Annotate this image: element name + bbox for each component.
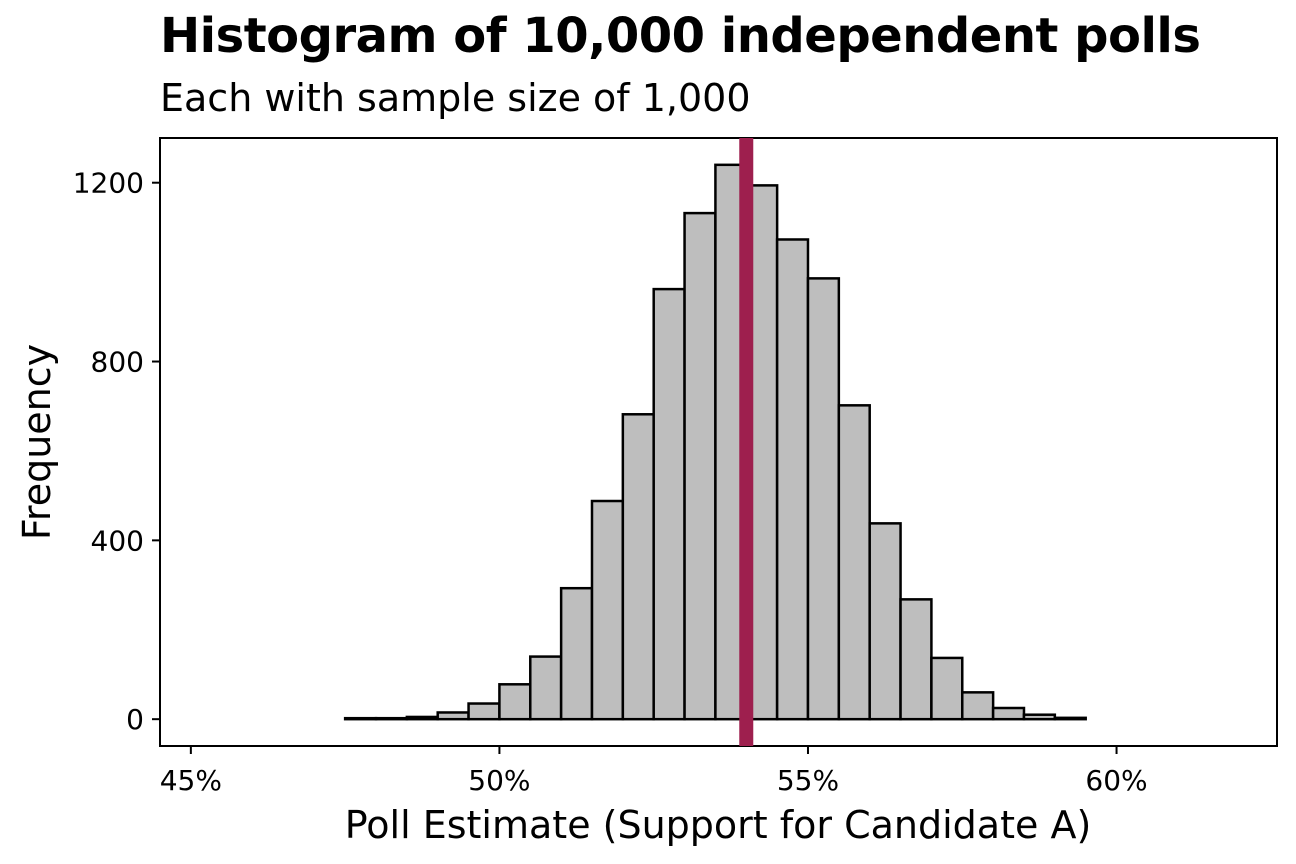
- chart-subtitle: Each with sample size of 1,000: [160, 76, 751, 120]
- histogram-bar-0: [343, 716, 378, 721]
- histogram-bar-16: [837, 404, 871, 721]
- histogram-bar-8: [590, 499, 625, 721]
- histogram-bar-21: [991, 706, 1026, 721]
- histogram-bar-10: [652, 287, 686, 721]
- histogram-bar-18: [899, 598, 933, 721]
- histogram-bar-22: [1022, 713, 1057, 721]
- chart-title: Histogram of 10,000 independent polls: [160, 8, 1201, 64]
- y-tick-label-1: 400: [91, 524, 144, 557]
- histogram-bar-14: [775, 238, 810, 721]
- x-tick-label-3: 60%: [1085, 764, 1147, 797]
- histogram-bar-20: [961, 691, 995, 721]
- y-tick-label-3: 1200: [73, 167, 144, 200]
- histogram-bar-5: [498, 683, 532, 721]
- histogram-bar-11: [683, 211, 717, 721]
- x-tick-label-0: 45%: [160, 764, 222, 797]
- histogram-bar-1: [374, 716, 409, 721]
- histogram-bar-17: [868, 522, 902, 721]
- histogram-bar-23: [1053, 716, 1087, 721]
- x-tick-label-2: 55%: [777, 764, 839, 797]
- histogram-bar-9: [621, 413, 655, 721]
- histogram-bar-3: [436, 711, 470, 721]
- histogram-bar-7: [559, 586, 594, 721]
- histogram-bar-15: [806, 277, 841, 721]
- x-axis-title: Poll Estimate (Support for Candidate A): [345, 803, 1092, 847]
- histogram-bar-2: [405, 715, 439, 721]
- y-tick-label-0: 0: [126, 703, 144, 736]
- x-tick-label-1: 50%: [468, 764, 530, 797]
- histogram-bar-4: [467, 702, 501, 721]
- y-tick-label-2: 800: [91, 346, 144, 379]
- histogram-bar-19: [930, 656, 964, 721]
- histogram-bar-6: [529, 655, 563, 721]
- y-axis-title: Frequency: [15, 344, 59, 540]
